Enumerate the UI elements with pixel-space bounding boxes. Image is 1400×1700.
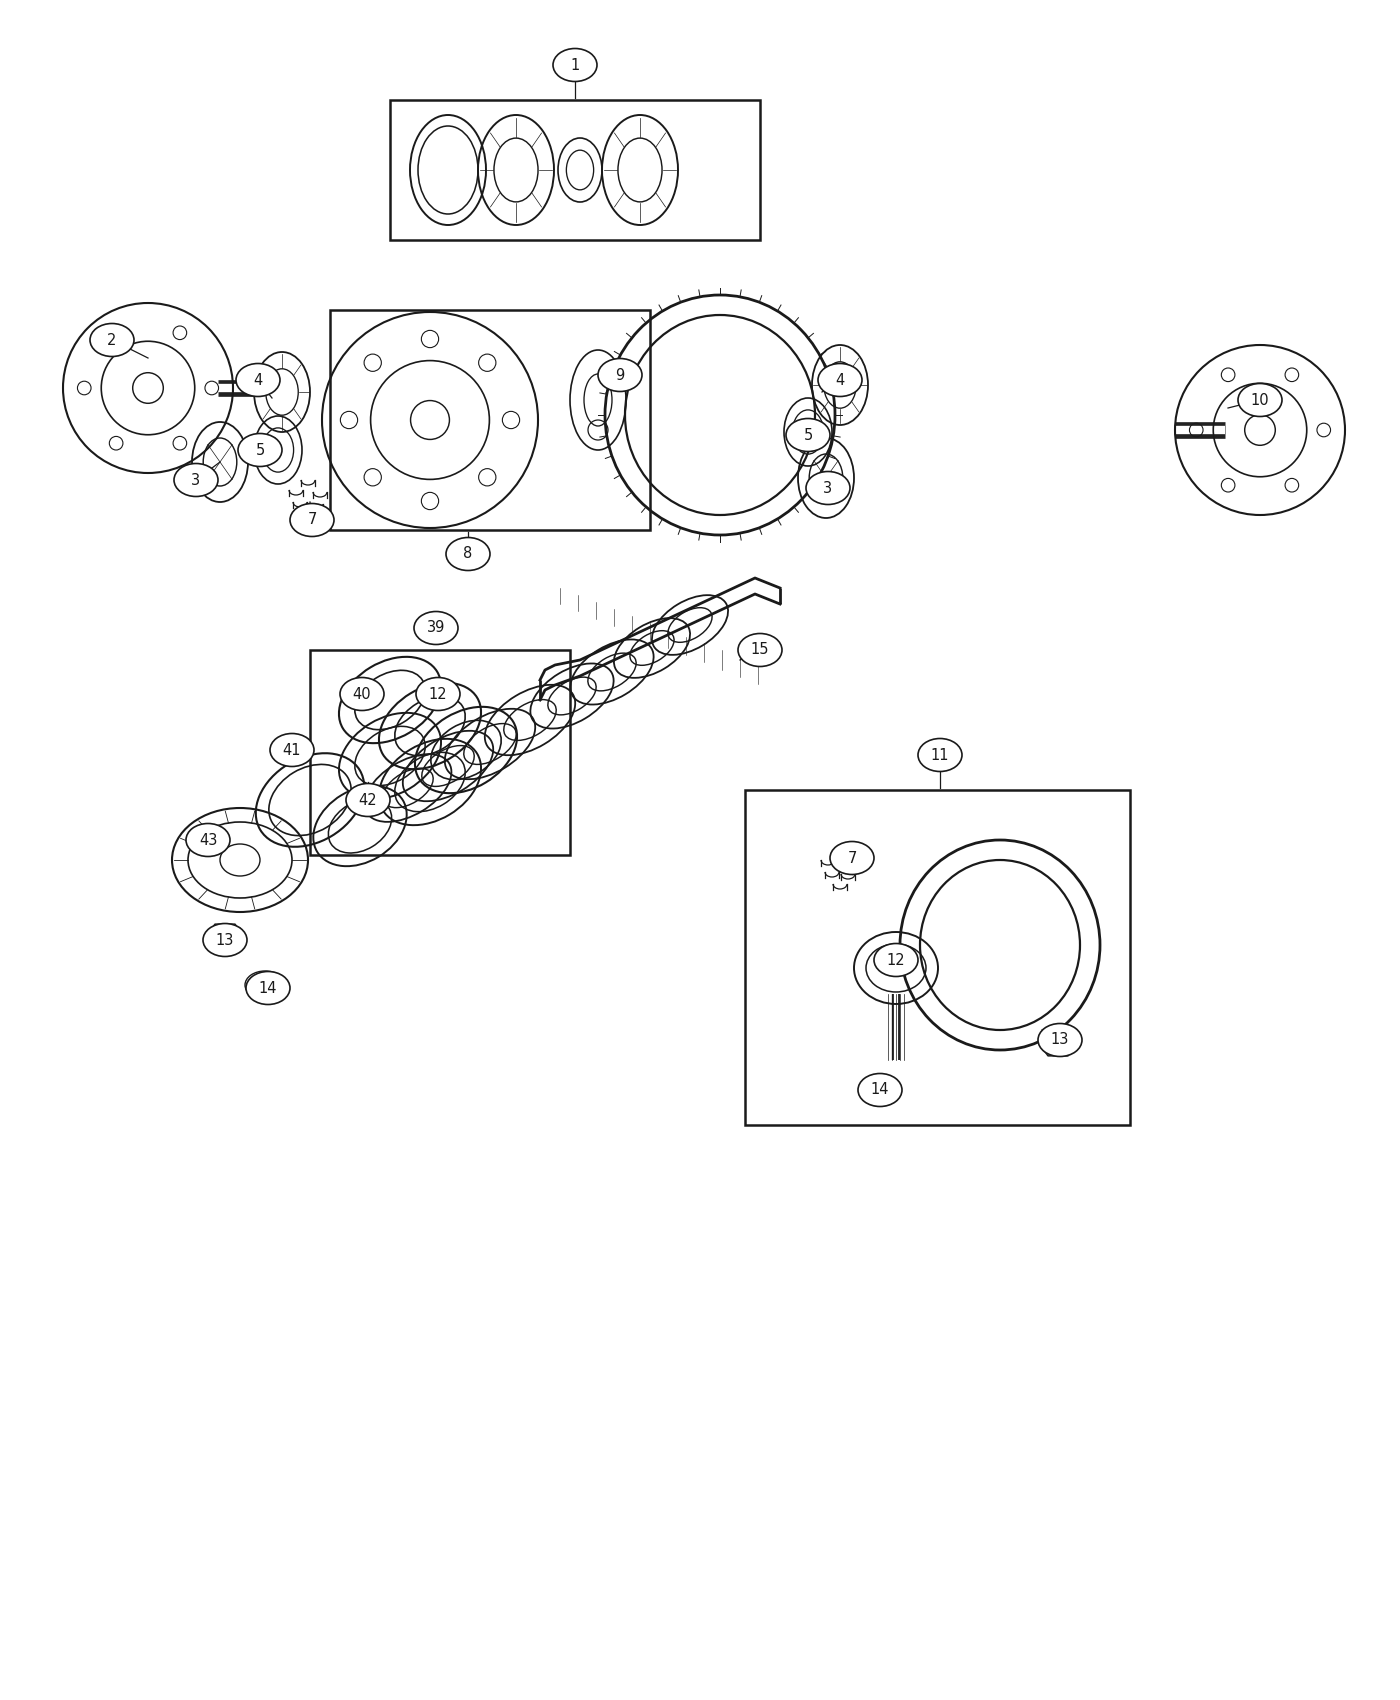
Text: 4: 4 xyxy=(836,372,844,388)
Text: 8: 8 xyxy=(463,546,473,561)
Ellipse shape xyxy=(918,738,962,772)
Text: 12: 12 xyxy=(886,952,906,967)
Text: 39: 39 xyxy=(427,620,445,636)
Text: 12: 12 xyxy=(428,687,448,702)
Ellipse shape xyxy=(346,784,391,816)
Text: 3: 3 xyxy=(192,473,200,488)
Text: 41: 41 xyxy=(283,743,301,758)
Ellipse shape xyxy=(1037,1023,1082,1056)
Ellipse shape xyxy=(290,503,335,537)
Text: 10: 10 xyxy=(1250,393,1270,408)
Ellipse shape xyxy=(738,634,783,666)
Ellipse shape xyxy=(416,678,461,711)
Ellipse shape xyxy=(90,323,134,357)
Ellipse shape xyxy=(553,49,596,82)
Ellipse shape xyxy=(785,418,830,452)
Text: 7: 7 xyxy=(308,512,316,527)
Text: 3: 3 xyxy=(823,481,833,495)
Bar xyxy=(330,309,650,530)
Ellipse shape xyxy=(447,537,490,571)
Ellipse shape xyxy=(237,364,280,396)
Bar xyxy=(745,790,1130,1125)
Ellipse shape xyxy=(874,944,918,976)
Ellipse shape xyxy=(340,678,384,711)
Bar xyxy=(391,100,760,240)
Text: 15: 15 xyxy=(750,643,769,658)
Ellipse shape xyxy=(174,464,218,496)
Ellipse shape xyxy=(830,842,874,874)
Ellipse shape xyxy=(238,434,281,466)
Ellipse shape xyxy=(806,471,850,505)
Bar xyxy=(309,649,570,855)
Text: 13: 13 xyxy=(1051,1032,1070,1047)
Text: 11: 11 xyxy=(931,748,949,763)
Ellipse shape xyxy=(858,1073,902,1107)
Text: 7: 7 xyxy=(847,850,857,865)
Ellipse shape xyxy=(598,359,643,391)
Ellipse shape xyxy=(1238,384,1282,416)
Ellipse shape xyxy=(186,823,230,857)
Ellipse shape xyxy=(246,971,290,1005)
Text: 5: 5 xyxy=(804,427,812,442)
Text: 5: 5 xyxy=(255,442,265,457)
Text: 9: 9 xyxy=(616,367,624,382)
Text: 14: 14 xyxy=(871,1083,889,1098)
Ellipse shape xyxy=(414,612,458,644)
Text: 2: 2 xyxy=(108,333,116,347)
Text: 14: 14 xyxy=(259,981,277,996)
Text: 1: 1 xyxy=(570,58,580,73)
Text: 42: 42 xyxy=(358,792,378,808)
Text: 4: 4 xyxy=(253,372,263,388)
Text: 43: 43 xyxy=(199,833,217,848)
Text: 13: 13 xyxy=(216,933,234,947)
Text: 40: 40 xyxy=(353,687,371,702)
Ellipse shape xyxy=(818,364,862,396)
Ellipse shape xyxy=(203,923,246,957)
Ellipse shape xyxy=(270,733,314,767)
